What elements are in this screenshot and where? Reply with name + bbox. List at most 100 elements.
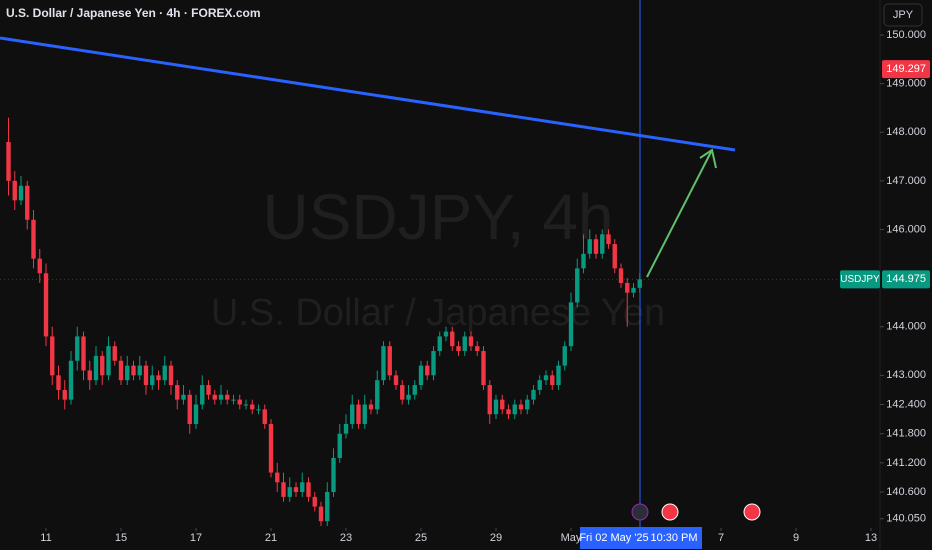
candle-body — [487, 385, 492, 415]
y-tick-label: 141.200 — [886, 457, 926, 469]
candle-body — [250, 404, 255, 410]
candle-body — [150, 375, 155, 386]
x-tick-label: 9 — [793, 532, 799, 544]
candle-body — [437, 336, 442, 352]
y-tick-label: 143.000 — [886, 369, 926, 381]
candle-body — [475, 346, 480, 352]
candle-body — [12, 180, 17, 201]
y-tick-label: 142.400 — [886, 398, 926, 410]
candle-body — [37, 258, 42, 274]
candle-body — [506, 409, 511, 415]
candle-body — [168, 365, 174, 386]
candle-body — [106, 346, 111, 376]
candle-body — [87, 370, 92, 381]
candle-body — [318, 506, 324, 522]
candle-body — [575, 268, 580, 303]
candle-body — [25, 185, 30, 220]
candle-body — [156, 375, 161, 381]
arrow — [646, 149, 713, 278]
candle-body — [162, 365, 167, 381]
candle-body — [287, 487, 292, 497]
y-tick-label: 150.000 — [886, 29, 926, 41]
candle-body — [493, 399, 499, 415]
candle-body — [368, 404, 374, 410]
event-icon[interactable] — [661, 503, 679, 521]
candle-body — [587, 239, 592, 254]
candle-body — [268, 423, 274, 473]
candle-body — [125, 365, 130, 381]
candle-body — [456, 346, 461, 352]
candle-body — [193, 404, 199, 424]
candle-body — [400, 385, 405, 400]
candle-body — [556, 365, 561, 386]
candle-body — [62, 389, 67, 400]
candle-body — [275, 472, 280, 483]
x-tick-label: 25 — [415, 532, 427, 544]
candle-body — [350, 404, 355, 424]
candle-body — [206, 385, 211, 395]
symbol-box — [840, 270, 880, 289]
event-icon[interactable] — [631, 503, 649, 521]
last-price-label: 144.975 — [886, 273, 926, 285]
candle-body — [393, 375, 399, 386]
candle-body — [625, 282, 630, 293]
candle-body — [631, 287, 636, 293]
candle-body — [181, 394, 186, 400]
candle-body — [525, 399, 530, 410]
candle-body — [593, 239, 599, 254]
candle-body — [562, 346, 567, 366]
alert-price-label: 149.297 — [886, 63, 926, 75]
candle-body — [537, 380, 542, 390]
y-tick-label: 148.000 — [886, 126, 926, 138]
x-tick-label: 23 — [340, 532, 352, 544]
candle-body — [212, 394, 217, 400]
arrow-head — [699, 148, 717, 169]
candle-body — [18, 185, 24, 201]
candle-body — [137, 365, 142, 376]
candle-body — [187, 394, 192, 424]
candle-body — [262, 409, 267, 424]
candle-body — [100, 355, 105, 376]
candle-body — [225, 394, 230, 400]
candle-body — [362, 404, 367, 424]
currency[interactable]: JPY — [893, 9, 914, 21]
y-tick-label: 146.000 — [886, 223, 926, 235]
crosshair-date-box — [580, 527, 702, 549]
candle-body — [243, 404, 249, 406]
candle-body — [306, 482, 311, 497]
candle-body — [56, 375, 61, 390]
candle-body — [312, 496, 317, 507]
event-icon[interactable] — [743, 503, 761, 521]
candle-body — [512, 404, 517, 415]
candle-body — [75, 336, 80, 361]
crosshair-time: 10:30 PM — [650, 532, 697, 544]
y-tick-label: 147.000 — [886, 175, 926, 187]
y-tick-label: 144.000 — [886, 321, 926, 333]
candle-body — [443, 331, 449, 337]
candle-body — [581, 253, 586, 269]
watermark-subtitle: U.S. Dollar / Japanese Yen — [211, 292, 665, 334]
candle-body — [387, 346, 392, 376]
candle-body — [293, 487, 299, 493]
x-tick-label: 17 — [190, 532, 202, 544]
y-tick-label: 140.050 — [886, 513, 926, 525]
candle-body — [6, 141, 11, 181]
currency-button[interactable] — [883, 3, 923, 27]
symbol-label: USDJPY — [840, 274, 880, 285]
candle-body — [637, 279, 642, 288]
candle-body — [518, 404, 524, 410]
candle-body — [93, 355, 99, 381]
trend-line — [0, 36, 736, 152]
candle-body — [200, 385, 205, 405]
candle-body — [31, 219, 36, 259]
candle-body — [43, 273, 49, 337]
candle-body — [281, 482, 286, 497]
candle-body — [356, 404, 361, 424]
candle-body — [112, 346, 117, 361]
candle-body — [375, 380, 380, 410]
candle-body — [381, 346, 386, 381]
candle-body — [568, 302, 574, 347]
candle-body — [81, 336, 86, 371]
